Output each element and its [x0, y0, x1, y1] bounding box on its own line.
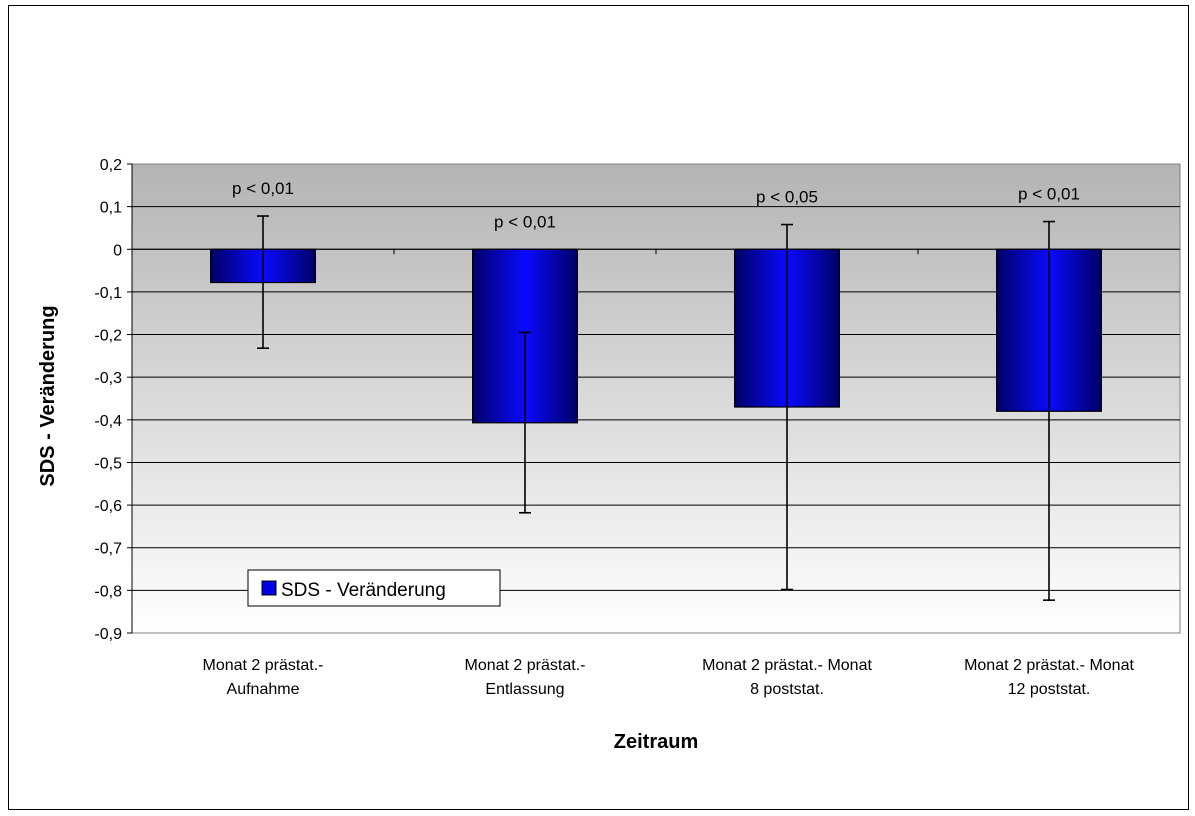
p-value-label: p < 0,01 — [494, 212, 556, 231]
x-category-label: 8 poststat. — [750, 681, 824, 698]
p-value-label: p < 0,01 — [232, 179, 294, 198]
y-axis-title: SDS - Veränderung — [37, 305, 59, 486]
y-tick-label: -0,6 — [94, 498, 122, 515]
p-value-label: p < 0,05 — [756, 188, 818, 207]
y-tick-label: -0,7 — [94, 541, 122, 558]
x-axis-categories: Monat 2 prästat.- Aufnahme Monat 2 prästat… — [203, 657, 1135, 698]
x-category-label: Monat 2 prästat.- Monat — [702, 657, 872, 674]
p-value-label: p < 0,01 — [1018, 185, 1080, 204]
x-category-label: Entlassung — [485, 681, 564, 698]
y-tick-label: 0 — [113, 242, 122, 259]
y-tick-label: -0,8 — [94, 583, 122, 600]
x-category-label: Aufnahme — [227, 681, 300, 698]
y-tick-label: -0,1 — [94, 285, 122, 302]
x-category-label: Monat 2 prästat.- Monat — [964, 657, 1134, 674]
legend: SDS - Veränderung — [247, 569, 501, 607]
y-axis-ticks: 0,2 0,1 0 -0,1 -0,2 -0,3 -0,4 -0,5 -0,6 -0,7 -0,8 -… — [94, 157, 133, 643]
y-tick-label: -0,5 — [94, 455, 122, 472]
x-category-label: 12 poststat. — [1008, 681, 1091, 698]
p-value-annotations: p < 0,01 p < 0,01 p < 0,05 p < 0,01 — [232, 179, 1080, 231]
legend-swatch — [261, 580, 277, 596]
error-bars — [257, 215, 1055, 601]
y-tick-label: -0,9 — [94, 626, 122, 643]
y-tick-label: -0,3 — [94, 370, 122, 387]
y-tick-label: -0,2 — [94, 328, 122, 345]
y-tick-label: 0,1 — [100, 200, 122, 217]
legend-box — [247, 569, 501, 607]
legend-label: SDS - Veränderung — [281, 580, 446, 601]
x-category-label: Monat 2 prästat.- — [465, 657, 586, 674]
x-category-label: Monat 2 prästat.- — [203, 657, 324, 674]
x-axis-title: Zeitraum — [614, 731, 698, 753]
y-tick-label: 0,2 — [100, 157, 122, 174]
y-tick-label: -0,4 — [94, 413, 122, 430]
